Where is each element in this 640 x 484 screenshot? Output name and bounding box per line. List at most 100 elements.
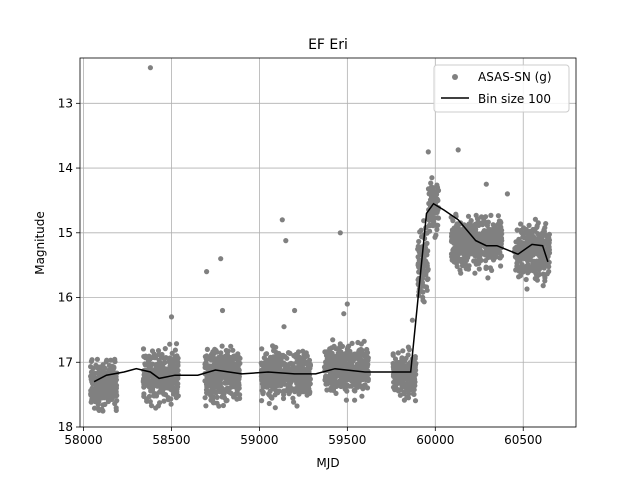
data-point xyxy=(355,364,361,370)
data-point xyxy=(351,387,357,393)
data-point xyxy=(277,365,283,371)
data-point xyxy=(391,362,397,368)
data-point xyxy=(401,375,407,381)
data-point xyxy=(449,227,455,233)
data-point xyxy=(228,343,234,349)
data-point xyxy=(141,372,147,378)
data-point xyxy=(395,350,401,356)
data-point xyxy=(307,390,313,396)
data-point xyxy=(465,213,472,219)
data-point xyxy=(488,248,494,254)
x-tick-label: 58000 xyxy=(64,433,102,447)
data-point xyxy=(347,371,353,378)
data-point xyxy=(427,228,433,234)
data-point xyxy=(498,224,504,230)
data-point xyxy=(536,235,542,241)
data-point xyxy=(468,218,474,224)
data-point xyxy=(89,396,95,402)
data-point xyxy=(422,251,428,257)
data-point xyxy=(546,268,552,275)
y-tick-label: 14 xyxy=(58,161,73,175)
data-point xyxy=(295,380,301,387)
data-point xyxy=(432,193,438,199)
data-point xyxy=(105,384,111,390)
data-point xyxy=(337,352,343,359)
data-point xyxy=(172,354,178,360)
data-point xyxy=(519,230,525,236)
data-point xyxy=(489,233,495,239)
data-point xyxy=(541,228,548,234)
data-point xyxy=(108,357,114,363)
x-axis-label: MJD xyxy=(316,456,339,470)
data-point xyxy=(307,376,313,382)
data-point xyxy=(434,226,440,233)
data-point xyxy=(155,348,162,354)
data-point xyxy=(424,287,430,293)
data-point xyxy=(100,402,106,408)
data-point xyxy=(230,347,236,353)
data-point xyxy=(294,403,300,409)
legend-box xyxy=(433,64,570,113)
legend: ASAS-SN (g) Bin size 100 xyxy=(433,64,570,113)
data-point xyxy=(94,385,100,391)
data-point xyxy=(332,374,339,380)
data-point xyxy=(172,347,178,353)
x-tick-label: 60000 xyxy=(416,433,454,447)
data-point xyxy=(451,253,457,259)
data-point xyxy=(93,362,99,368)
data-point xyxy=(290,395,296,401)
data-point xyxy=(259,346,265,352)
data-point xyxy=(233,353,239,359)
data-point xyxy=(302,354,308,360)
data-point xyxy=(405,395,412,401)
data-point xyxy=(397,392,403,398)
data-point xyxy=(265,367,271,373)
data-point xyxy=(174,367,180,373)
data-point xyxy=(235,374,241,380)
x-axis-ticks: 58000 58500 59000 59500 60000 60500 xyxy=(64,427,542,447)
bin-line xyxy=(93,202,549,383)
data-point xyxy=(541,265,547,271)
data-point xyxy=(463,266,469,272)
data-point xyxy=(280,395,287,402)
data-point xyxy=(485,219,491,225)
outlier-point xyxy=(409,317,415,323)
data-point xyxy=(390,351,396,357)
data-point xyxy=(173,381,179,387)
data-point xyxy=(405,352,411,358)
data-point xyxy=(259,387,265,394)
data-point xyxy=(109,366,115,372)
x-tick-label: 58500 xyxy=(152,433,190,447)
data-point xyxy=(516,236,522,242)
data-point xyxy=(462,261,468,267)
data-point xyxy=(306,365,312,371)
data-point xyxy=(204,388,210,394)
data-point xyxy=(299,365,305,371)
data-point xyxy=(262,383,268,389)
data-point xyxy=(329,345,335,351)
data-point xyxy=(296,385,302,391)
data-point xyxy=(149,388,155,394)
data-point xyxy=(336,347,342,353)
data-point xyxy=(174,362,180,369)
data-point xyxy=(282,375,288,381)
data-point xyxy=(323,359,329,365)
outlier-point xyxy=(279,217,285,223)
data-point xyxy=(485,237,491,243)
data-point xyxy=(453,240,459,246)
data-point xyxy=(354,374,360,380)
data-point xyxy=(346,362,352,368)
outlier-point xyxy=(455,147,461,153)
data-point xyxy=(149,355,155,361)
data-point xyxy=(411,391,417,397)
data-point xyxy=(204,383,210,389)
data-point xyxy=(489,267,495,273)
data-point xyxy=(527,229,533,235)
data-point xyxy=(518,221,524,227)
data-point xyxy=(105,395,111,401)
data-point xyxy=(219,354,225,360)
legend-label-line: Bin size 100 xyxy=(478,92,551,106)
data-point xyxy=(327,372,333,378)
data-point xyxy=(478,214,485,220)
data-point xyxy=(323,376,329,382)
